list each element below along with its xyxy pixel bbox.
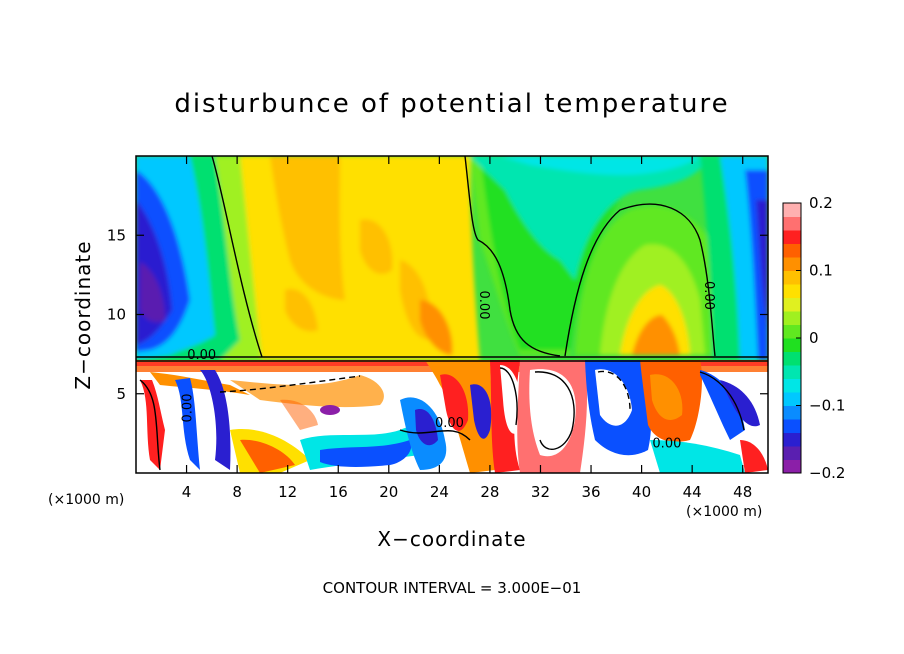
colorbar-cell (783, 446, 801, 460)
colorbar-cell (783, 338, 801, 352)
x-tick-label: 32 (531, 483, 550, 501)
contour-line (211, 156, 263, 358)
y-tick-label: 10 (107, 306, 126, 324)
x-unit-left: (×1000 m) (48, 492, 124, 508)
contour-label: 0.00 (476, 291, 491, 320)
contour-line (399, 429, 471, 441)
contour-line (564, 203, 716, 357)
contour-lines (136, 156, 768, 471)
x-tick-label: 8 (232, 483, 242, 501)
colorbar-cell (783, 365, 801, 379)
colorbar-tick-label: −0.1 (809, 397, 845, 415)
contour-labels: 0.00 0.00 0.00 0.00 0.00 0.00 (181, 281, 716, 452)
x-tick-label: 12 (278, 483, 297, 501)
colorbar-tick-label: −0.2 (809, 464, 845, 482)
contour-line (499, 367, 518, 426)
x-tick-label: 16 (329, 483, 348, 501)
colorbar-cell (783, 378, 801, 393)
contour-line (464, 156, 561, 357)
contour-line (699, 371, 745, 431)
chart-title: disturbunce of potential temperature (174, 89, 729, 119)
x-tick-label: 48 (733, 483, 752, 501)
colorbar-cell (783, 270, 801, 285)
colorbar-cell (783, 392, 801, 406)
colorbar-cell (783, 419, 801, 433)
colorbar-cell (783, 257, 801, 271)
contour-line (139, 379, 161, 471)
y-axis-label: Z−coordinate (71, 240, 95, 389)
colorbar: 0.2 0.1 0 −0.1 −0.2 (782, 194, 845, 482)
lower-field (136, 360, 768, 473)
contour-label: 0.00 (181, 394, 196, 423)
colorbar-cell (783, 459, 801, 474)
contour-label: 0.00 (701, 281, 716, 310)
x-tick-label: 4 (182, 483, 192, 501)
contour-interval-note: CONTOUR INTERVAL = 3.000E−01 (323, 579, 582, 597)
x-tick-label: 28 (480, 483, 499, 501)
contour-line (534, 371, 575, 450)
contour-line (597, 370, 631, 411)
colorbar-cell (783, 203, 801, 217)
x-tick-label: 44 (683, 483, 702, 501)
contour-label: 0.00 (435, 416, 464, 431)
colorbar-tick-label: 0.2 (809, 194, 833, 212)
colorbar-cell (783, 216, 801, 231)
x-tick-label: 20 (379, 483, 398, 501)
x-tick-label: 24 (430, 483, 449, 501)
x-unit-right: (×1000 m) (686, 504, 762, 520)
colorbar-tick-label: 0.1 (809, 262, 833, 280)
x-tick-label: 40 (632, 483, 651, 501)
x-ticks: 4 8 12 16 20 24 28 32 36 40 44 48 (182, 156, 752, 501)
colorbar-cell (783, 297, 801, 312)
y-ticks: 5 10 15 (107, 226, 768, 403)
x-axis-label: X−coordinate (377, 527, 526, 551)
contour-label: 0.00 (652, 437, 681, 452)
contour-line (219, 375, 361, 393)
colorbar-cell (783, 432, 801, 447)
colorbar-cell (783, 311, 801, 325)
upper-field (136, 156, 768, 360)
colorbar-cell (783, 324, 801, 339)
colorbar-cell (783, 230, 801, 244)
colorbar-tick-label: 0 (809, 329, 819, 347)
y-tick-label: 15 (107, 226, 126, 244)
y-tick-label: 5 (116, 385, 126, 403)
colorbar-cell (783, 243, 801, 258)
colorbar-cell (783, 405, 801, 420)
x-tick-label: 36 (581, 483, 600, 501)
colorbar-cell (783, 284, 801, 298)
colorbar-cell (783, 351, 801, 366)
contour-label: 0.00 (187, 348, 216, 363)
